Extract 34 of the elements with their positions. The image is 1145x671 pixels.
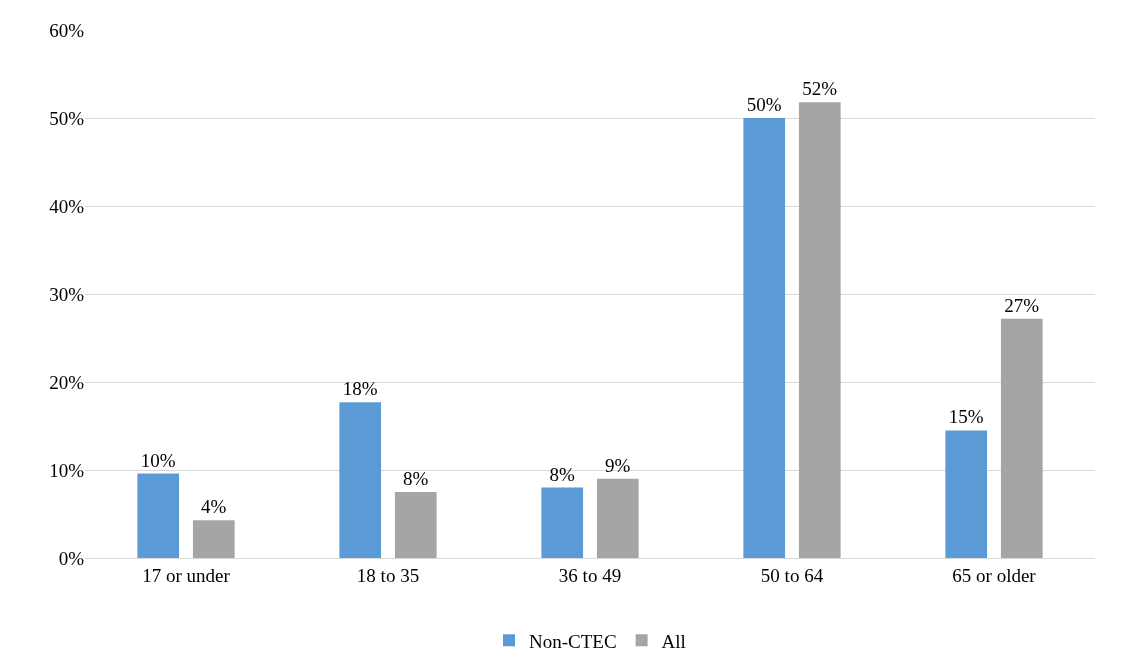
y-tick-label: 40% — [49, 195, 85, 217]
y-tick-label: 50% — [49, 107, 85, 129]
data-label: 4% — [201, 496, 227, 518]
y-tick-label: 30% — [49, 283, 85, 305]
x-tick-label: 36 to 49 — [558, 564, 622, 586]
y-tick-label: 20% — [49, 371, 85, 393]
x-tick-label: 18 to 35 — [356, 564, 420, 586]
y-tick-label: 0% — [58, 547, 85, 569]
bar — [339, 402, 382, 558]
bar — [1000, 318, 1043, 558]
bar — [192, 520, 235, 558]
legend-label: Non-CTEC — [529, 630, 617, 652]
bar — [541, 487, 584, 558]
data-label: 9% — [605, 454, 631, 476]
bar — [596, 478, 639, 558]
y-tick-label: 60% — [49, 19, 85, 41]
x-tick-label: 65 or older — [952, 564, 1037, 586]
data-label: 10% — [140, 449, 176, 471]
bar — [137, 473, 180, 558]
data-label: 18% — [342, 378, 378, 400]
bar — [394, 492, 437, 558]
data-label: 50% — [746, 94, 782, 115]
x-tick-label: 17 or under — [142, 564, 231, 586]
data-label: 15% — [948, 406, 984, 428]
bar — [798, 102, 841, 558]
legend-label: All — [661, 630, 686, 652]
y-tick-label: 10% — [49, 459, 85, 481]
bar — [945, 430, 988, 558]
data-label: 52% — [802, 78, 838, 100]
data-label: 27% — [1004, 294, 1040, 316]
data-label: 8% — [403, 468, 429, 489]
data-label: 8% — [549, 463, 575, 485]
bar — [743, 118, 786, 558]
x-tick-label: 50 to 64 — [760, 564, 824, 586]
